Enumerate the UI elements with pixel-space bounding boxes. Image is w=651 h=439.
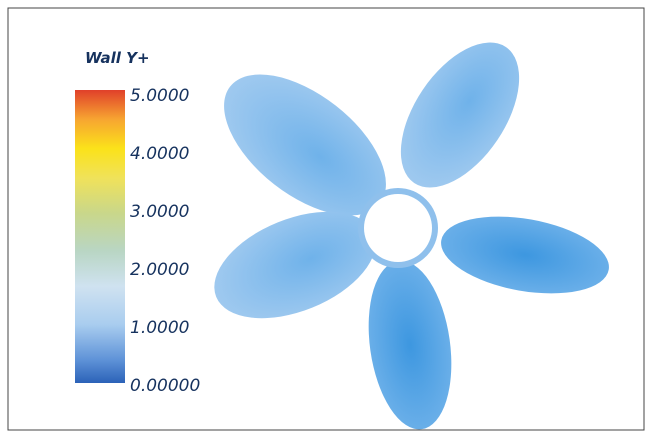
blade <box>368 260 452 430</box>
legend-label: 1.0000 <box>130 318 189 338</box>
color-bar <box>75 90 125 383</box>
blade <box>441 216 609 294</box>
blade <box>400 42 520 188</box>
legend-label: 4.0000 <box>130 144 189 164</box>
blade <box>214 211 376 319</box>
blade <box>224 74 386 216</box>
propeller <box>214 42 609 430</box>
legend-labels: 5.0000 4.0000 3.0000 2.0000 1.0000 0.00000 <box>130 86 200 396</box>
hub <box>364 194 432 262</box>
legend-label: 5.0000 <box>130 86 189 106</box>
legend-label: 3.0000 <box>130 202 189 222</box>
legend-label: 2.0000 <box>130 260 189 280</box>
legend-title: Wall Y+ <box>85 49 150 67</box>
legend-label: 0.00000 <box>130 376 200 396</box>
